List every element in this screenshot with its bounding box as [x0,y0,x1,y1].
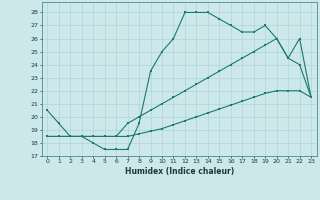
X-axis label: Humidex (Indice chaleur): Humidex (Indice chaleur) [124,167,234,176]
